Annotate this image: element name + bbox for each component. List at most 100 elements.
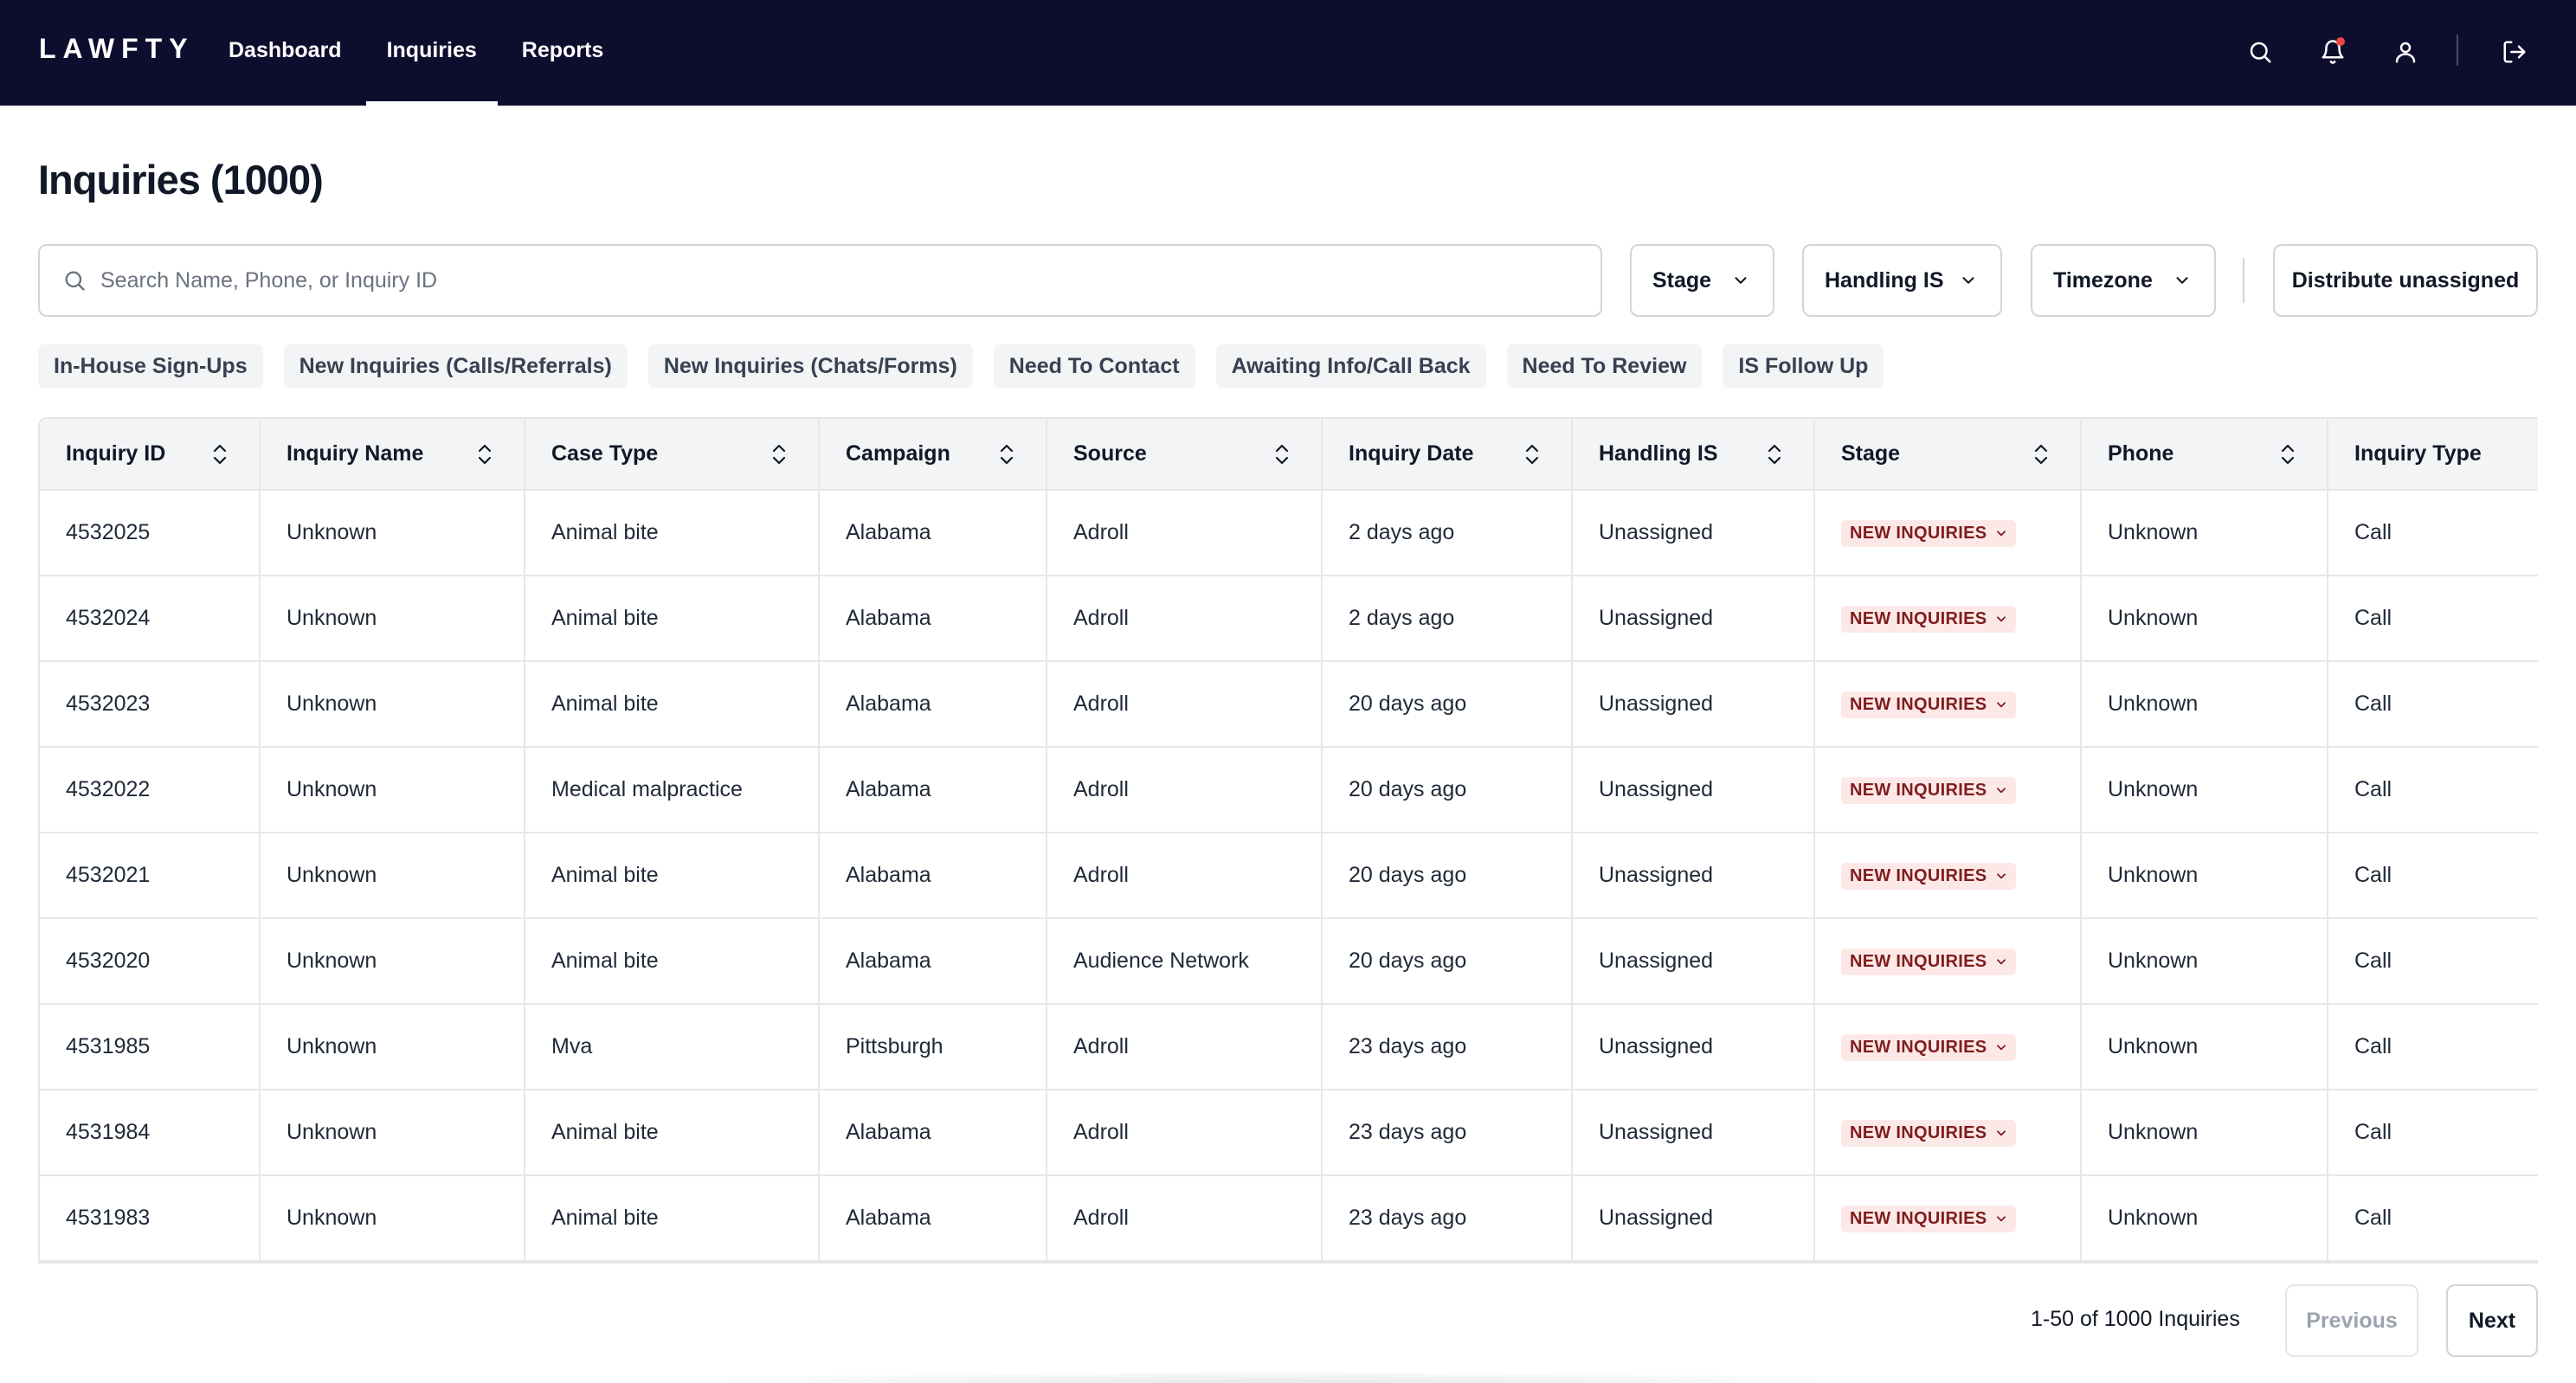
column-header-label: Campaign — [846, 441, 950, 466]
nav-item-dashboard[interactable]: Dashboard — [229, 38, 342, 62]
cell-inquiry-type: Call — [2328, 576, 2538, 662]
stage-badge[interactable]: NEW INQUIRIES — [1841, 605, 2017, 633]
column-header-case-type[interactable]: Case Type — [525, 419, 820, 491]
column-header-handling-is[interactable]: Handling IS — [1572, 419, 1815, 491]
cell-phone: Unknown — [2081, 1175, 2328, 1262]
column-header-inquiry-date[interactable]: Inquiry Date — [1322, 419, 1573, 491]
sort-icon[interactable] — [1523, 443, 1542, 466]
nav-item-inquiries[interactable]: Inquiries — [365, 0, 498, 106]
stage-badge[interactable]: NEW INQUIRIES — [1841, 1119, 2017, 1147]
inquiries-table-container[interactable]: Inquiry ID Inquiry Name Case Type Campaign S… — [38, 417, 2538, 1264]
cell-handling-is: Unassigned — [1572, 661, 1815, 748]
sort-icon[interactable] — [770, 443, 789, 466]
stage-badge[interactable]: NEW INQUIRIES — [1841, 1205, 2017, 1232]
stage-badge-label: NEW INQUIRIES — [1850, 1122, 1987, 1142]
cell-campaign: Alabama — [819, 833, 1047, 919]
search-box[interactable] — [38, 244, 1602, 317]
sort-icon[interactable] — [1272, 443, 1291, 466]
previous-page-button[interactable]: Previous — [2285, 1284, 2418, 1357]
cell-inquiry-name: Unknown — [260, 1175, 525, 1262]
chip-awaiting-info-call-back[interactable]: Awaiting Info/Call Back — [1215, 344, 1486, 388]
sort-icon[interactable] — [210, 443, 229, 466]
chip-in-house-sign-ups[interactable]: In-House Sign-Ups — [38, 344, 263, 388]
sort-icon[interactable] — [2032, 443, 2051, 466]
sort-icon[interactable] — [475, 443, 494, 466]
sort-icon[interactable] — [997, 443, 1016, 466]
cell-phone: Unknown — [2081, 747, 2328, 833]
stage-badge[interactable]: NEW INQUIRIES — [1841, 1033, 2017, 1061]
table-row[interactable]: 4532025 Unknown Animal bite Alabama Adroll 2 … — [40, 490, 2538, 576]
notification-dot — [2336, 37, 2345, 46]
chip-is-follow-up[interactable]: IS Follow Up — [1723, 344, 1884, 388]
column-header-phone[interactable]: Phone — [2081, 419, 2328, 491]
top-navigation-bar: LAWFTY Dashboard Inquiries Reports — [0, 0, 2576, 106]
table-row[interactable]: 4531984 Unknown Animal bite Alabama Adroll 23… — [40, 1090, 2538, 1176]
bell-icon[interactable] — [2313, 32, 2353, 72]
cell-inquiry-name: Unknown — [260, 1090, 525, 1176]
cell-case-type: Animal bite — [525, 1175, 820, 1262]
cell-source: Adroll — [1046, 747, 1323, 833]
stage-filter-dropdown[interactable]: Stage — [1630, 244, 1774, 317]
column-header-inquiry-type[interactable]: Inquiry Type — [2328, 419, 2538, 491]
table-row[interactable]: 4532024 Unknown Animal bite Alabama Adroll 2 … — [40, 576, 2538, 662]
timezone-filter-dropdown[interactable]: Timezone — [2031, 244, 2216, 317]
table-row[interactable]: 4531983 Unknown Animal bite Alabama Adroll 23… — [40, 1175, 2538, 1262]
column-header-stage[interactable]: Stage — [1814, 419, 2082, 491]
main-nav: Dashboard Inquiries Reports — [208, 0, 628, 106]
cell-inquiry-date: 2 days ago — [1322, 576, 1573, 662]
cell-campaign: Alabama — [819, 576, 1047, 662]
cell-phone: Unknown — [2081, 833, 2328, 919]
table-row[interactable]: 4532021 Unknown Animal bite Alabama Adroll 20… — [40, 833, 2538, 919]
chevron-down-icon — [1997, 1130, 2006, 1136]
chip-new-inquiries-calls-referrals[interactable]: New Inquiries (Calls/Referrals) — [283, 344, 628, 388]
cell-inquiry-type: Call — [2328, 490, 2538, 576]
table-row[interactable]: 4532022 Unknown Medical malpractice Alabama… — [40, 747, 2538, 833]
cell-inquiry-id: 4532023 — [40, 661, 261, 748]
cell-handling-is: Unassigned — [1572, 1004, 1815, 1090]
nav-item-reports[interactable]: Reports — [521, 38, 604, 62]
stage-badge[interactable]: NEW INQUIRIES — [1841, 691, 2017, 718]
cell-inquiry-type: Call — [2328, 747, 2538, 833]
cell-case-type: Mva — [525, 1004, 820, 1090]
cell-inquiry-name: Unknown — [260, 1004, 525, 1090]
cell-inquiry-type: Call — [2328, 1175, 2538, 1262]
column-header-inquiry-name[interactable]: Inquiry Name — [260, 419, 525, 491]
column-header-inquiry-id[interactable]: Inquiry ID — [40, 419, 261, 491]
next-page-button[interactable]: Next — [2446, 1284, 2538, 1357]
column-header-source[interactable]: Source — [1046, 419, 1323, 491]
table-row[interactable]: 4532020 Unknown Animal bite Alabama Audience… — [40, 918, 2538, 1005]
cell-inquiry-name: Unknown — [260, 833, 525, 919]
logo[interactable]: LAWFTY — [39, 33, 195, 64]
distribute-unassigned-button[interactable]: Distribute unassigned — [2273, 244, 2538, 317]
stage-badge-label: NEW INQUIRIES — [1850, 1037, 1987, 1057]
chip-new-inquiries-chats-forms[interactable]: New Inquiries (Chats/Forms) — [647, 344, 973, 388]
search-icon[interactable] — [2240, 32, 2280, 72]
stage-badge[interactable]: NEW INQUIRIES — [1841, 948, 2017, 975]
stage-badge[interactable]: NEW INQUIRIES — [1841, 776, 2017, 804]
cell-phone: Unknown — [2081, 490, 2328, 576]
sort-icon[interactable] — [2278, 443, 2297, 466]
cell-phone: Unknown — [2081, 576, 2328, 662]
cell-inquiry-id: 4532025 — [40, 490, 261, 576]
cell-inquiry-type: Call — [2328, 1090, 2538, 1176]
column-header-campaign[interactable]: Campaign — [819, 419, 1047, 491]
search-input[interactable] — [100, 267, 1572, 293]
cell-stage: NEW INQUIRIES — [1814, 1175, 2082, 1262]
cell-handling-is: Unassigned — [1572, 1090, 1815, 1176]
chip-need-to-review[interactable]: Need To Review — [1506, 344, 1703, 388]
cell-inquiry-date: 2 days ago — [1322, 490, 1573, 576]
cell-inquiry-id: 4531983 — [40, 1175, 261, 1262]
logout-icon[interactable] — [2495, 32, 2534, 72]
stage-badge[interactable]: NEW INQUIRIES — [1841, 519, 2017, 547]
cell-inquiry-name: Unknown — [260, 576, 525, 662]
timezone-filter-label: Timezone — [2053, 267, 2153, 293]
handling-is-filter-dropdown[interactable]: Handling IS — [1802, 244, 2002, 317]
cell-phone: Unknown — [2081, 918, 2328, 1005]
stage-badge[interactable]: NEW INQUIRIES — [1841, 862, 2017, 890]
stage-badge-label: NEW INQUIRIES — [1850, 694, 1987, 714]
table-row[interactable]: 4531985 Unknown Mva Pittsburgh Adroll 23 days… — [40, 1004, 2538, 1090]
chip-need-to-contact[interactable]: Need To Contact — [993, 344, 1195, 388]
sort-icon[interactable] — [1765, 443, 1784, 466]
table-row[interactable]: 4532023 Unknown Animal bite Alabama Adroll 20… — [40, 661, 2538, 748]
user-icon[interactable] — [2386, 32, 2425, 72]
